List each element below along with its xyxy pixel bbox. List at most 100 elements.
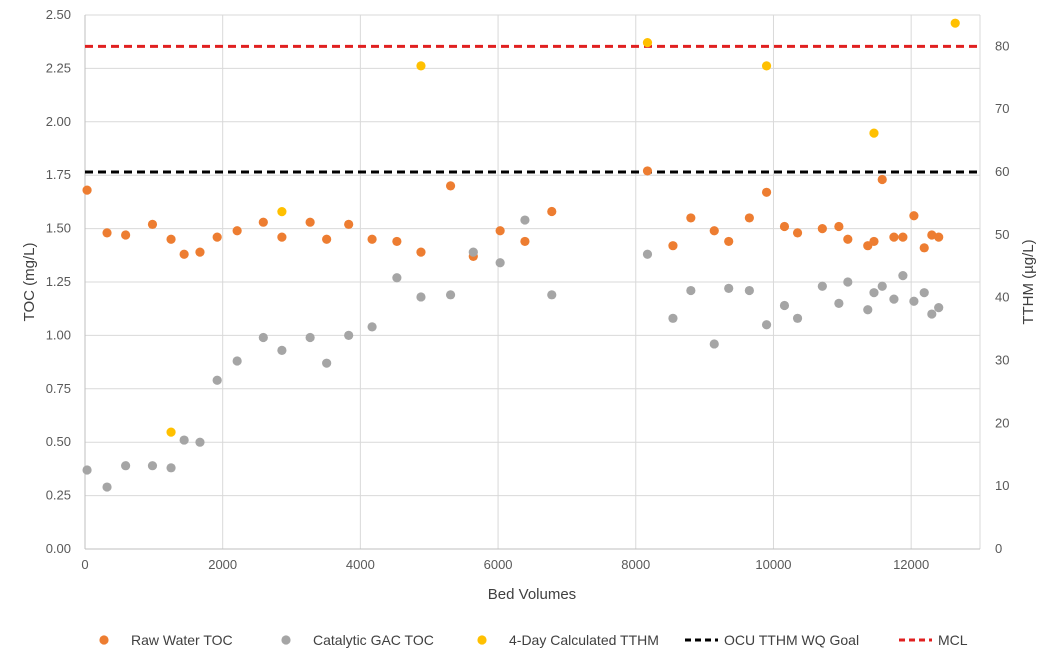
x-tick-label: 8000 [621,557,650,572]
catalytic-gac-toc-point [869,288,879,298]
y-tick-label: 2.25 [46,60,71,75]
catalytic-gac-toc-point [392,273,402,283]
y-tick-label: 2.50 [46,7,71,22]
x-tick-label: 10000 [755,557,791,572]
legend-label-raw-water-toc: Raw Water TOC [131,632,233,648]
catalytic-gac-toc-point [709,339,719,349]
catalytic-gac-toc-point [232,356,242,366]
catalytic-gac-toc-point [744,285,754,296]
legend-marker-raw-water-toc [99,635,109,645]
catalytic-gac-toc-point [416,292,426,302]
catalytic-gac-toc-point [258,332,268,343]
raw-water-toc-point [195,247,205,257]
catalytic-gac-toc-point [468,247,478,257]
y-tick-label: 1.50 [46,221,71,236]
legend-label-4-day-calculated-tthm: 4-Day Calculated TTHM [509,632,659,648]
catalytic-gac-toc-point [863,305,873,315]
catalytic-gac-toc-point [520,215,530,225]
4-day-calculated-tthm-point [277,207,287,217]
catalytic-gac-toc-point [724,283,734,294]
catalytic-gac-toc-point [212,375,222,385]
catalytic-gac-toc-point [642,249,653,259]
catalytic-gac-toc-point [147,461,158,471]
raw-water-toc-point [761,187,772,197]
raw-water-toc-point [686,213,696,223]
raw-water-toc-point [392,236,402,247]
raw-water-toc-point [834,221,844,232]
axes [84,15,980,550]
raw-water-toc-point [724,236,734,247]
4-day-calculated-tthm-point [642,38,653,48]
y2-tick-label: 70 [995,101,1009,116]
catalytic-gac-toc-point [834,298,844,308]
catalytic-gac-toc-point [344,330,354,340]
4-day-calculated-tthm-point [416,61,426,71]
y-tick-label: 1.00 [46,327,71,342]
y-axis-title: TOC (mg/L) [21,243,38,322]
raw-water-toc-point [367,234,377,244]
legend-label-ocu-tthm-wq-goal: OCU TTHM WQ Goal [724,632,859,648]
legend-label-mcl: MCL [938,632,968,648]
raw-water-toc-point [102,228,112,238]
y2-tick-label: 20 [995,415,1009,430]
catalytic-gac-toc-point [927,309,937,319]
4-day-calculated-tthm-point [950,18,960,28]
catalytic-gac-toc-point [322,358,332,368]
raw-water-toc-point [843,234,853,244]
raw-water-toc-point [909,211,919,221]
catalytic-gac-toc-point [166,463,176,473]
catalytic-gac-toc-point [779,300,790,311]
raw-water-toc-point [919,243,929,253]
raw-water-toc-point [121,230,131,240]
legend: Raw Water TOC Catalytic GAC TOC 4-Day Calc… [99,632,968,648]
catalytic-gac-toc-point [179,435,189,445]
legend-label-catalytic-gac-toc: Catalytic GAC TOC [313,632,434,648]
catalytic-gac-toc-point [898,270,908,281]
catalytic-gac-toc-point [909,296,919,306]
raw-water-toc-point [547,206,557,217]
catalytic-gac-toc-point [305,332,315,343]
raw-water-toc-point [82,185,92,195]
catalytic-gac-toc-point [686,285,696,296]
raw-water-toc-point [520,236,530,247]
data-points [82,18,960,492]
y-tick-label: 1.25 [46,274,71,289]
catalytic-gac-toc-point [761,320,772,330]
y-tick-label: 0.25 [46,488,71,503]
x-axis-ticks: 0 2000 4000 6000 8000 10000 12000 [81,557,929,572]
raw-water-toc-point [898,232,908,242]
catalytic-gac-toc-point [547,290,557,300]
raw-water-toc-point [817,224,827,234]
y-tick-label: 0.00 [46,541,71,556]
y2-axis-ticks: 0 10 20 30 40 50 60 70 80 [995,38,1009,556]
y-tick-label: 1.75 [46,167,71,182]
raw-water-toc-point [869,236,879,247]
catalytic-gac-toc-point [817,281,827,291]
x-tick-label: 0 [81,557,88,572]
4-day-calculated-tthm-point [761,61,772,71]
catalytic-gac-toc-point [495,258,505,268]
y2-tick-label: 30 [995,353,1009,368]
raw-water-toc-point [166,234,176,244]
raw-water-toc-point [792,228,803,238]
legend-marker-4-day-calculated-tthm [477,635,487,645]
catalytic-gac-toc-point [919,288,929,298]
y-tick-label: 0.75 [46,381,71,396]
x-tick-label: 2000 [208,557,237,572]
catalytic-gac-toc-point [889,294,899,304]
legend-marker-catalytic-gac-toc [281,635,291,645]
raw-water-toc-point [232,226,242,236]
raw-water-toc-point [179,249,189,259]
catalytic-gac-toc-point [102,482,112,492]
catalytic-gac-toc-point [82,465,92,475]
y2-tick-label: 50 [995,227,1009,242]
y-tick-label: 2.00 [46,114,71,129]
raw-water-toc-point [934,232,944,242]
raw-water-toc-point [668,241,678,251]
catalytic-gac-toc-point [843,277,853,287]
reference-lines [85,44,980,174]
y2-tick-label: 80 [995,38,1009,53]
x-tick-label: 6000 [484,557,513,572]
catalytic-gac-toc-point [445,290,456,300]
